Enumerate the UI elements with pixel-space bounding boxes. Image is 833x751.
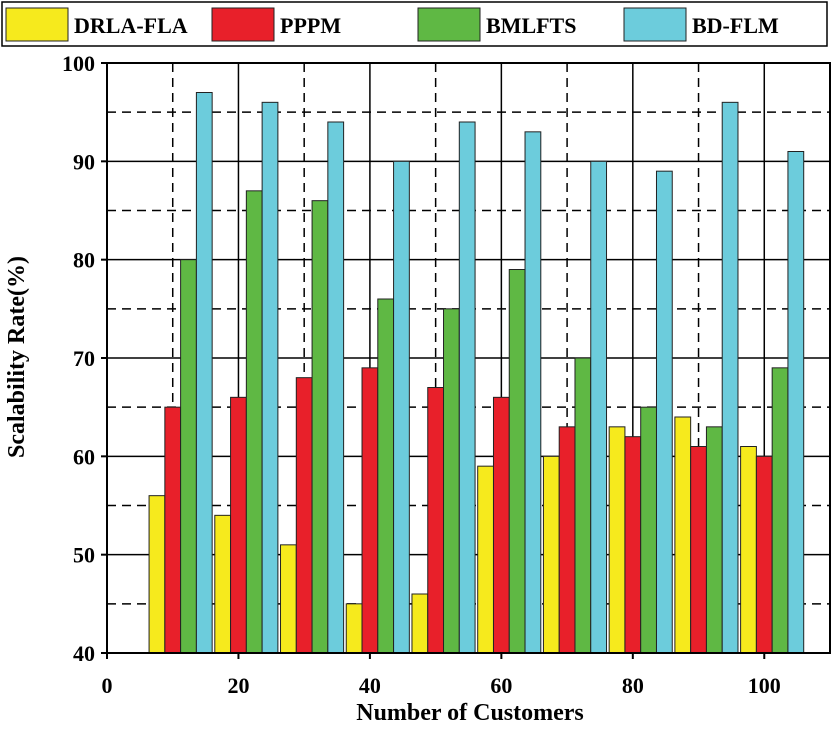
y-tick-label: 50 bbox=[73, 543, 95, 568]
legend-swatch-bd-flm bbox=[623, 7, 687, 42]
bar-drla-fla-x90 bbox=[674, 416, 692, 654]
bar-bd-flm-x20 bbox=[261, 101, 279, 654]
y-tick-label: 70 bbox=[73, 346, 95, 371]
bar-bd-flm-x70 bbox=[590, 160, 608, 654]
bar-drla-fla-x60 bbox=[477, 465, 494, 654]
x-tick-label: 40 bbox=[359, 673, 381, 698]
bar-pppm-x90 bbox=[690, 446, 707, 654]
bar-bd-flm-x10 bbox=[195, 92, 213, 654]
legend-swatch-bmlfts bbox=[417, 7, 481, 42]
bar-bmlfts-x20 bbox=[245, 190, 263, 654]
legend-label-pppm: PPPM bbox=[280, 13, 341, 38]
bar-bmlfts-x80 bbox=[640, 406, 657, 654]
legend: DRLA-FLA PPPM BMLFTS BD-FLM bbox=[1, 1, 828, 47]
bar-bmlfts-x30 bbox=[311, 200, 329, 654]
legend-label-bmlfts: BMLFTS bbox=[486, 13, 576, 38]
y-tick-label: 90 bbox=[73, 149, 95, 174]
bar-drla-fla-x10 bbox=[148, 495, 166, 654]
bar-bmlfts-x10 bbox=[180, 259, 197, 654]
legend-swatch-drla-fla bbox=[5, 7, 69, 42]
bar-bd-flm-x50 bbox=[458, 121, 476, 654]
bar-pppm-x70 bbox=[558, 426, 576, 654]
x-tick-label: 80 bbox=[622, 673, 644, 698]
bar-bmlfts-x50 bbox=[443, 308, 460, 654]
bar-pppm-x40 bbox=[361, 367, 379, 654]
x-tick-label: 100 bbox=[748, 673, 781, 698]
y-tick-label: 100 bbox=[62, 51, 95, 76]
bar-bd-flm-x90 bbox=[721, 101, 739, 654]
bar-pppm-x100 bbox=[755, 455, 773, 654]
bar-pppm-x60 bbox=[492, 396, 510, 654]
bar-bd-flm-x60 bbox=[524, 131, 542, 654]
bar-bd-flm-x40 bbox=[393, 160, 410, 654]
bar-drla-fla-x20 bbox=[214, 514, 232, 654]
y-tick-label: 80 bbox=[73, 248, 95, 273]
bar-bd-flm-x80 bbox=[655, 170, 673, 654]
bar-drla-fla-x70 bbox=[542, 455, 560, 654]
legend-label-drla-fla: DRLA-FLA bbox=[74, 13, 188, 38]
x-tick-label: 0 bbox=[102, 673, 113, 698]
bar-bd-flm-x100 bbox=[787, 151, 805, 654]
axes: 40 50 60 70 80 90 100 0 20 40 60 80 100 bbox=[62, 51, 831, 698]
legend-box bbox=[1, 1, 828, 47]
y-tick-label: 60 bbox=[73, 444, 95, 469]
legend-swatch-pppm bbox=[211, 7, 275, 42]
bar-pppm-x20 bbox=[230, 396, 247, 654]
bar-bmlfts-x60 bbox=[508, 269, 526, 654]
bar-pppm-x10 bbox=[164, 406, 182, 654]
bar-bmlfts-x90 bbox=[705, 426, 723, 654]
bar-drla-fla-x40 bbox=[345, 603, 363, 654]
y-axis-label: Scalability Rate(%) bbox=[4, 256, 30, 458]
bar-bmlfts-x40 bbox=[377, 298, 395, 654]
bar-bmlfts-x100 bbox=[771, 367, 789, 654]
bar-drla-fla-x100 bbox=[740, 446, 757, 654]
bar-pppm-x30 bbox=[295, 377, 313, 654]
bars bbox=[148, 92, 805, 654]
bar-bd-flm-x30 bbox=[327, 121, 345, 654]
legend-label-bd-flm: BD-FLM bbox=[692, 13, 779, 38]
y-tick-label: 40 bbox=[73, 641, 95, 666]
x-tick-label: 20 bbox=[227, 673, 249, 698]
x-tick-label: 60 bbox=[490, 673, 512, 698]
x-axis-label: Number of Customers bbox=[356, 700, 584, 726]
bar-pppm-x80 bbox=[624, 436, 642, 654]
bar-drla-fla-x80 bbox=[608, 426, 626, 654]
bar-bmlfts-x70 bbox=[574, 357, 592, 654]
bar-drla-fla-x50 bbox=[411, 593, 429, 654]
bar-drla-fla-x30 bbox=[280, 544, 297, 654]
bar-pppm-x50 bbox=[427, 387, 445, 654]
